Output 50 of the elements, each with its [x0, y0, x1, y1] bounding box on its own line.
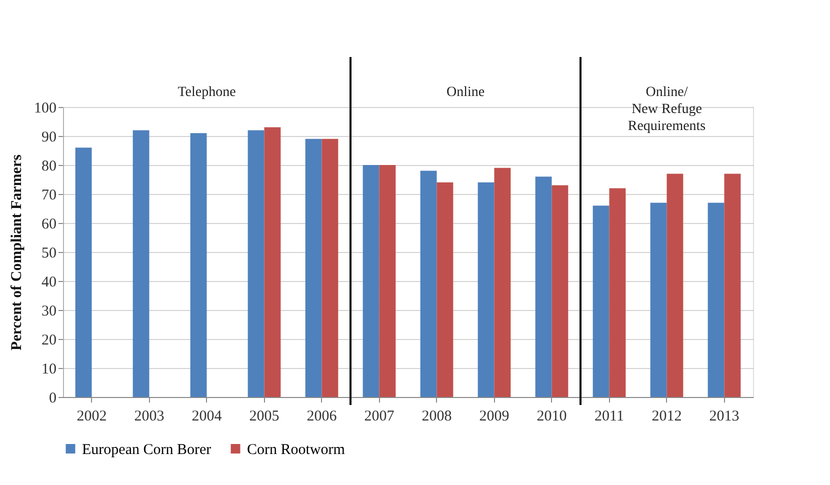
- legend-label: Corn Rootworm: [247, 442, 346, 458]
- bar: [379, 165, 396, 397]
- x-tick-label: 2011: [594, 408, 624, 424]
- y-tick-label: 90: [42, 130, 56, 146]
- x-tick-label: 2006: [306, 408, 338, 424]
- y-tick-label: 30: [42, 304, 56, 320]
- x-tick-label: 2003: [134, 408, 164, 424]
- y-axis-title: Percent of Compliant Farmers: [9, 154, 25, 350]
- x-tick-label: 2010: [536, 408, 567, 424]
- bar: [420, 170, 437, 397]
- x-tick-label: 2002: [76, 408, 107, 424]
- bar: [494, 168, 511, 397]
- bar: [552, 185, 568, 397]
- bar: [75, 148, 92, 397]
- x-tick-label: 2008: [422, 408, 452, 424]
- y-tick-label: 70: [42, 188, 56, 204]
- y-tick-label: 100: [34, 100, 56, 116]
- bar: [322, 138, 338, 397]
- bar: [264, 127, 281, 397]
- x-tick-label: 2007: [364, 408, 395, 424]
- bar: [305, 138, 322, 397]
- bar: [609, 188, 626, 397]
- y-tick-label: 40: [42, 274, 56, 290]
- x-tick-label: 2005: [249, 408, 280, 424]
- y-tick-label: 0: [49, 390, 56, 406]
- bar: [666, 174, 684, 397]
- legend-label: European Corn Borer: [82, 442, 212, 458]
- bar: [248, 130, 264, 397]
- y-tick-label: 20: [42, 332, 56, 348]
- y-tick-label: 60: [42, 216, 56, 232]
- bar: [535, 176, 552, 397]
- bar: [650, 202, 667, 397]
- band-label: Online/ New Refuge Requirements: [628, 85, 706, 134]
- bar: [708, 202, 724, 397]
- bar: [362, 165, 380, 397]
- band-label: Telephone: [178, 85, 236, 100]
- y-tick-label: 80: [42, 158, 56, 174]
- bar: [436, 182, 454, 397]
- x-tick-label: 2012: [652, 408, 682, 424]
- bar: [478, 182, 494, 397]
- y-tick-label: 50: [42, 246, 56, 262]
- bar: [132, 130, 150, 397]
- x-tick-label: 2004: [192, 408, 222, 424]
- band-label: Online: [446, 85, 485, 100]
- x-tick-label: 2013: [709, 408, 740, 424]
- bar: [190, 133, 207, 397]
- x-tick-label: 2009: [479, 408, 510, 424]
- bar: [592, 206, 610, 397]
- y-tick-label: 10: [42, 362, 56, 378]
- bar: [724, 174, 741, 397]
